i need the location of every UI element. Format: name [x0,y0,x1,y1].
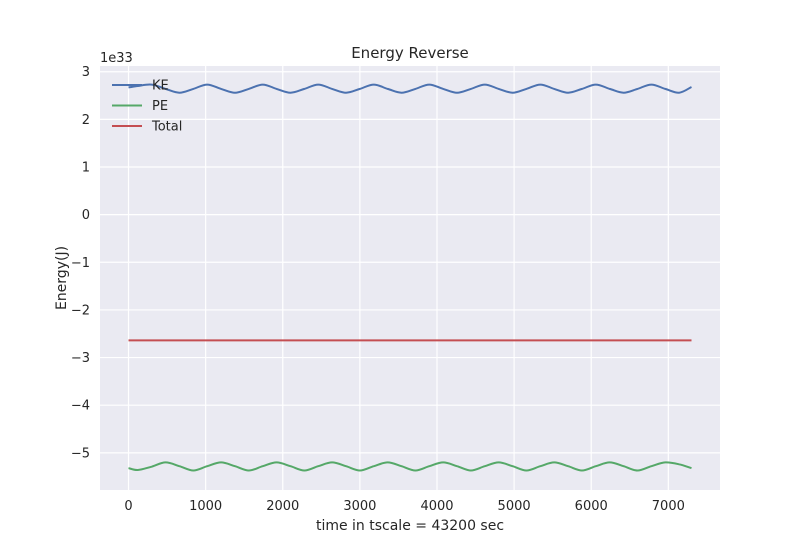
x-tick-label: 7000 [652,499,685,514]
series-lines [128,83,692,472]
chart-title: Energy Reverse [351,44,469,62]
y-tick-label: −3 [71,351,90,366]
legend-label-ke: KE [152,79,169,94]
y-tick-label: −2 [71,303,90,318]
y-offset-label: 1e33 [100,51,133,66]
y-tick-label: 0 [82,208,90,223]
legend-label-pe: PE [152,99,168,114]
grid [100,66,720,490]
plot-background [100,66,720,490]
x-tick-labels: 0 1000 2000 3000 4000 5000 6000 7000 [124,499,684,514]
y-tick-label: −1 [71,256,90,271]
x-tick-label: 0 [124,499,132,514]
x-tick-label: 2000 [266,499,299,514]
y-tick-label: 1 [82,160,90,175]
x-tick-label: 6000 [575,499,608,514]
series-line-ke [128,83,692,94]
y-tick-label: −4 [71,399,90,414]
y-tick-labels: 3 2 1 0 −1 −2 −3 −4 −5 [71,65,90,461]
legend-label-total: Total [151,120,182,135]
y-tick-label: −5 [71,446,90,461]
x-axis-label: time in tscale = 43200 sec [316,518,504,534]
x-tick-label: 5000 [498,499,531,514]
y-tick-label: 3 [82,65,90,80]
legend: KE PE Total [112,79,182,135]
x-tick-label: 1000 [189,499,222,514]
y-tick-label: 2 [82,113,90,128]
x-tick-label: 4000 [420,499,453,514]
x-tick-label: 3000 [343,499,376,514]
series-line-pe [128,461,692,472]
y-axis-label: Energy(J) [54,246,70,310]
